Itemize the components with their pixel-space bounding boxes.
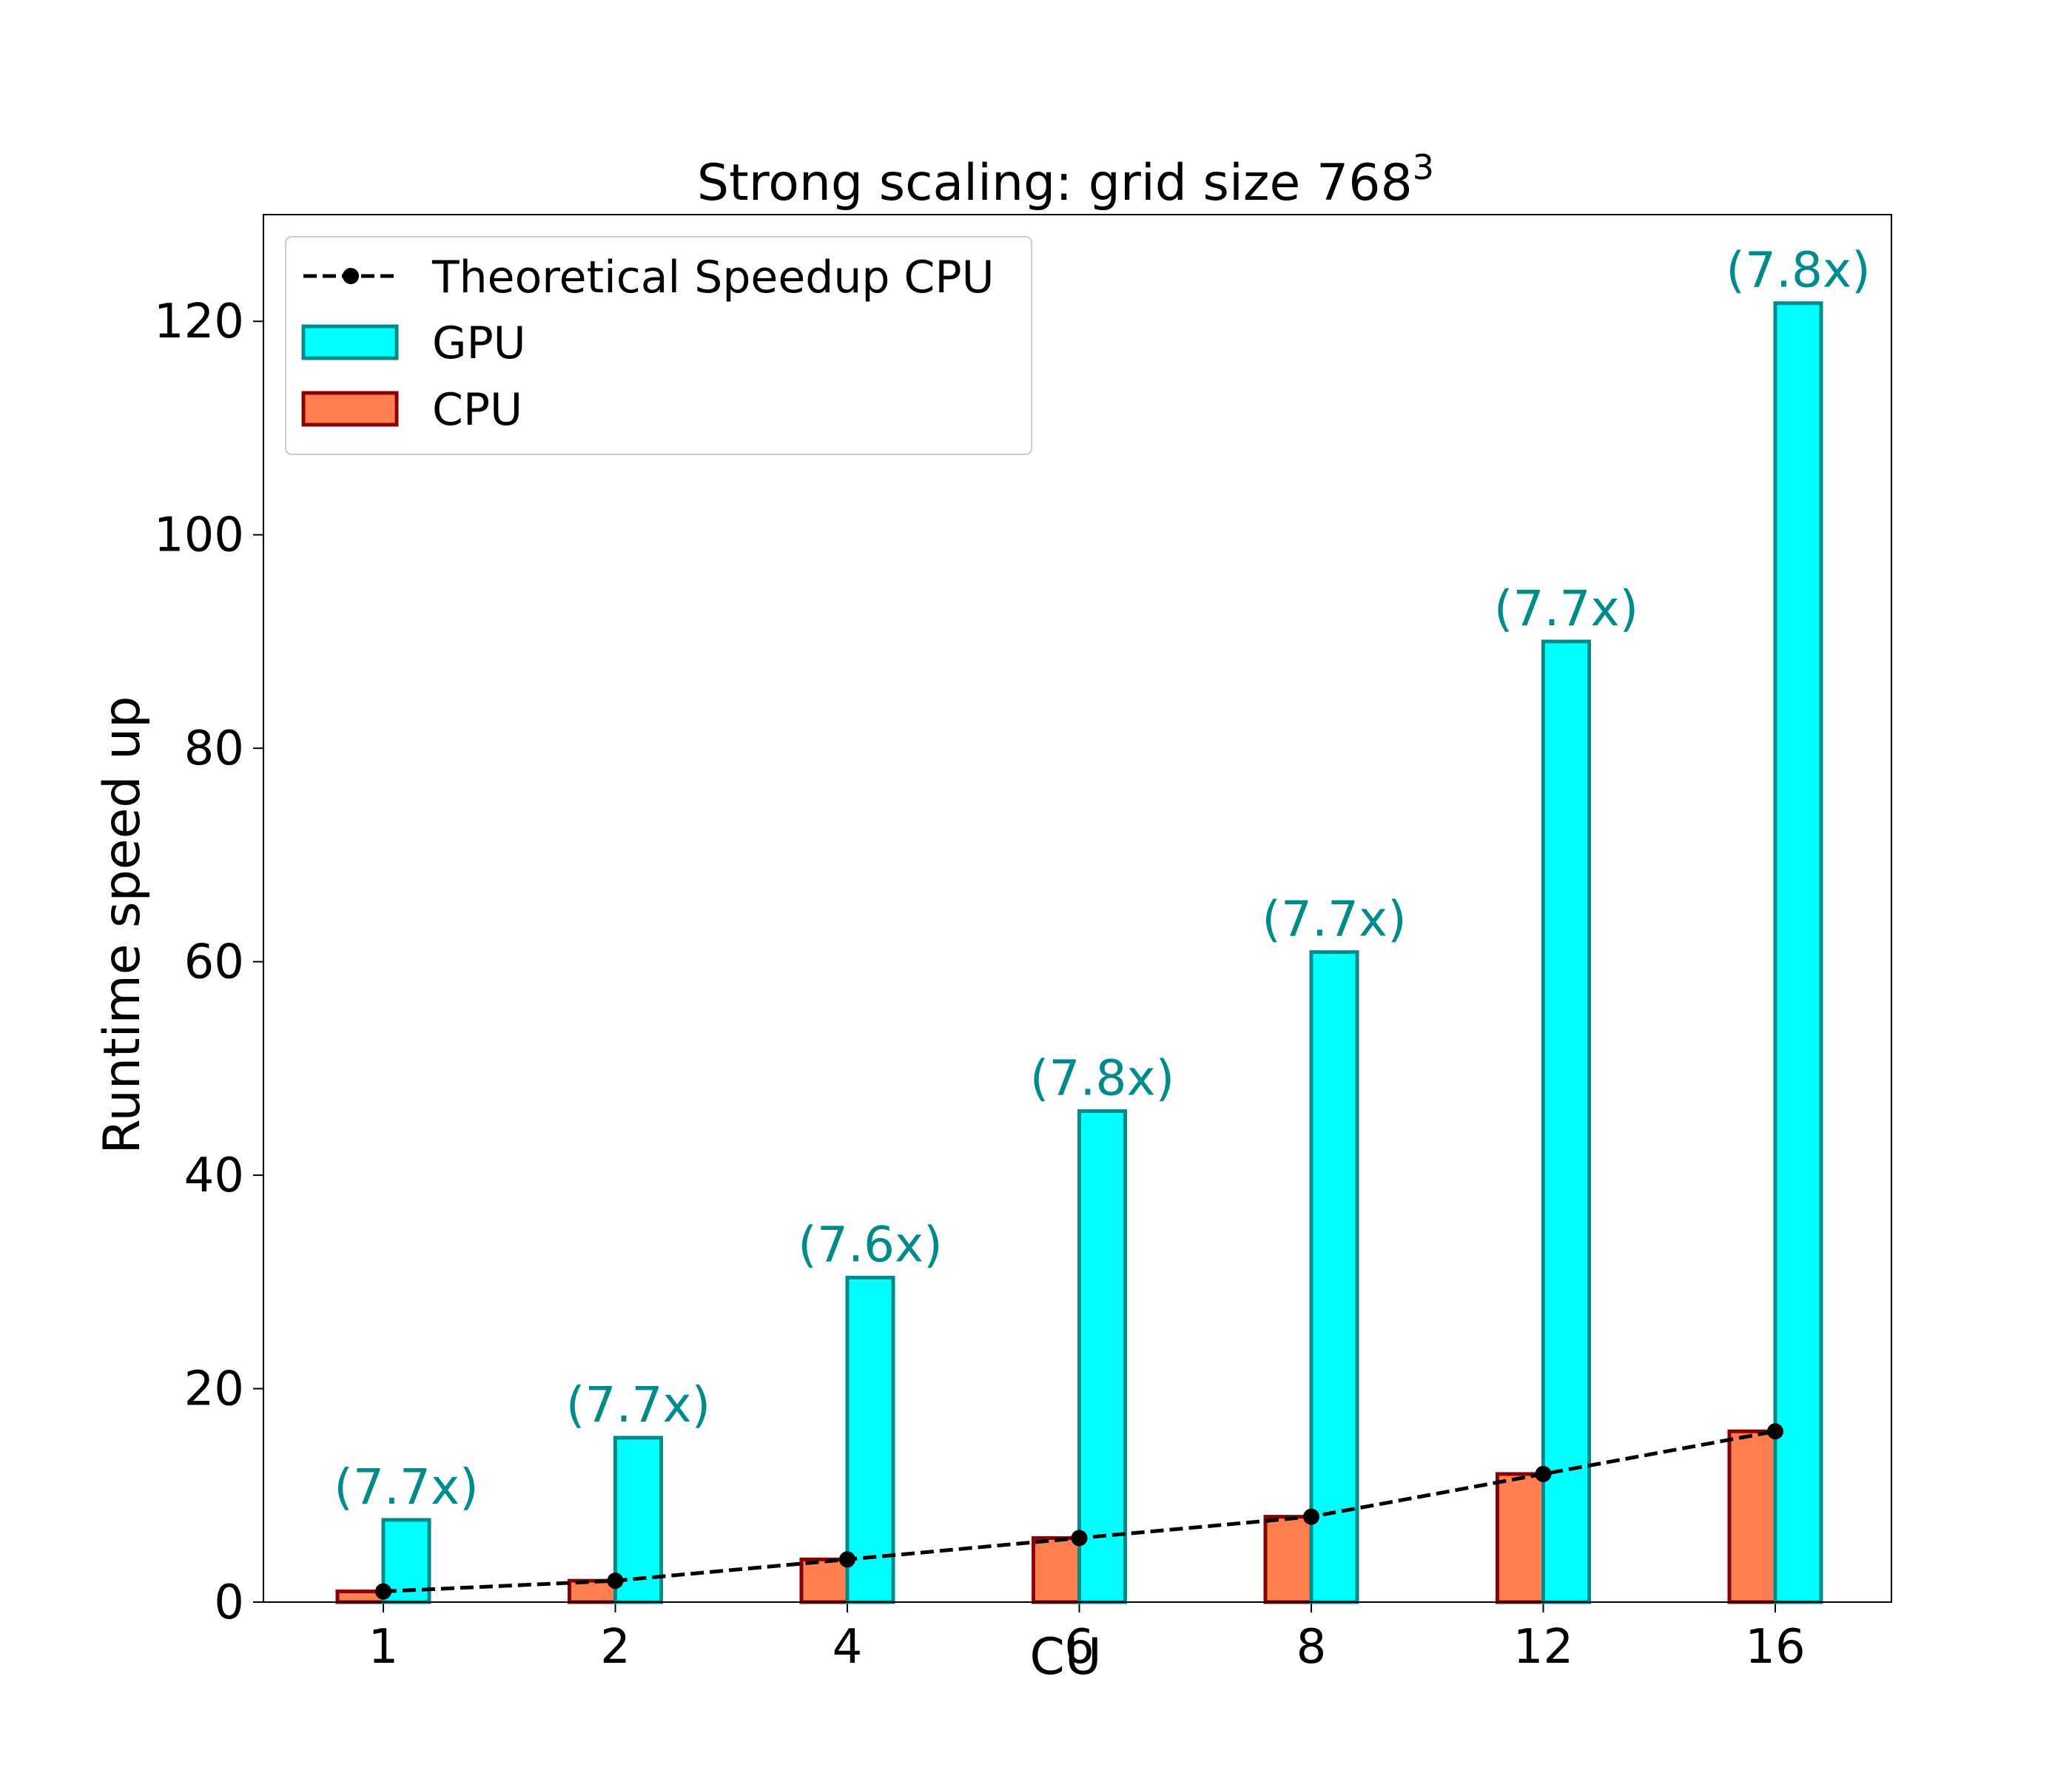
x-tick-label: 6: [1064, 1620, 1094, 1675]
chart-title-superscript: 3: [1413, 147, 1434, 187]
y-tick-label: 20: [184, 1362, 244, 1417]
gpu-bar: [1773, 301, 1823, 1604]
y-axis-ticks: 0 20 40 60 80 100 120: [154, 295, 263, 1630]
cpu-bar: [1496, 1472, 1545, 1604]
y-tick-label: 40: [184, 1148, 244, 1203]
x-tick-label: 1: [369, 1620, 399, 1675]
y-tick-label: 60: [184, 935, 244, 990]
y-tick-label: 0: [214, 1575, 244, 1630]
legend-box: [285, 236, 1032, 455]
bars: [335, 301, 1823, 1604]
y-tick-label: 120: [154, 295, 244, 349]
speedup-annotation: (7.7x): [1494, 580, 1639, 637]
x-axis-label: CU: [1029, 1628, 1101, 1686]
y-tick-label: 80: [184, 722, 244, 776]
speedup-annotation: (7.6x): [798, 1217, 943, 1274]
legend-label-cpu: CPU: [432, 384, 522, 436]
speedup-annotation: (7.8x): [1726, 242, 1871, 299]
x-tick-label: 12: [1513, 1620, 1573, 1675]
theoretical-speedup-point: [1303, 1508, 1319, 1525]
x-axis-ticks: 1 2 4 6 8 12 16: [369, 1602, 1806, 1675]
x-tick-label: 4: [832, 1620, 863, 1675]
speedup-annotation: (7.8x): [1030, 1050, 1175, 1107]
plot-frame: [263, 214, 1892, 1603]
legend-label-theoretical: Theoretical Speedup CPU: [431, 252, 995, 303]
gpu-bar: [845, 1276, 895, 1604]
cpu-bar: [799, 1557, 850, 1604]
gpu-bar: [1309, 950, 1359, 1604]
cpu-bar: [1727, 1429, 1777, 1604]
theoretical-speedup-point: [839, 1551, 855, 1568]
y-axis-label: Runtime speed up: [93, 696, 152, 1154]
speedup-annotation: (7.7x): [1262, 891, 1407, 948]
legend-cpu-swatch: [301, 391, 399, 427]
gpu-bar: [1077, 1109, 1127, 1604]
speedup-annotation: (7.7x): [334, 1459, 479, 1516]
legend-label-gpu: GPU: [432, 317, 526, 369]
theoretical-speedup-line: [375, 1423, 1783, 1600]
gpu-bar: [1541, 639, 1591, 1604]
legend: Theoretical Speedup CPU GPU CPU: [285, 236, 1032, 455]
theoretical-speedup-point: [607, 1572, 624, 1590]
cpu-bar: [1263, 1515, 1314, 1604]
x-tick-label: 2: [600, 1620, 630, 1675]
theoretical-speedup-point: [1767, 1423, 1783, 1440]
chart-title: Strong scaling: grid size 7683: [697, 147, 1434, 212]
gpu-bar: [381, 1518, 431, 1604]
x-tick-label: 8: [1296, 1620, 1327, 1675]
bar-annotations: (7.7x) (7.7x) (7.6x) (7.8x) (7.7x) (7.7x) (7.8…: [334, 242, 1871, 1516]
legend-theoretical-marker: [343, 268, 359, 284]
theoretical-speedup-point: [1535, 1465, 1552, 1482]
legend-gpu-swatch: [301, 324, 399, 360]
theoretical-speedup-point: [375, 1583, 391, 1600]
theoretical-speedup-point: [1071, 1530, 1088, 1547]
cpu-bar: [1032, 1536, 1081, 1604]
speedup-annotation: (7.7x): [566, 1376, 711, 1433]
chart-title-text: Strong scaling: grid size 768: [697, 154, 1413, 212]
x-tick-label: 16: [1745, 1620, 1805, 1675]
y-tick-label: 100: [154, 508, 244, 563]
